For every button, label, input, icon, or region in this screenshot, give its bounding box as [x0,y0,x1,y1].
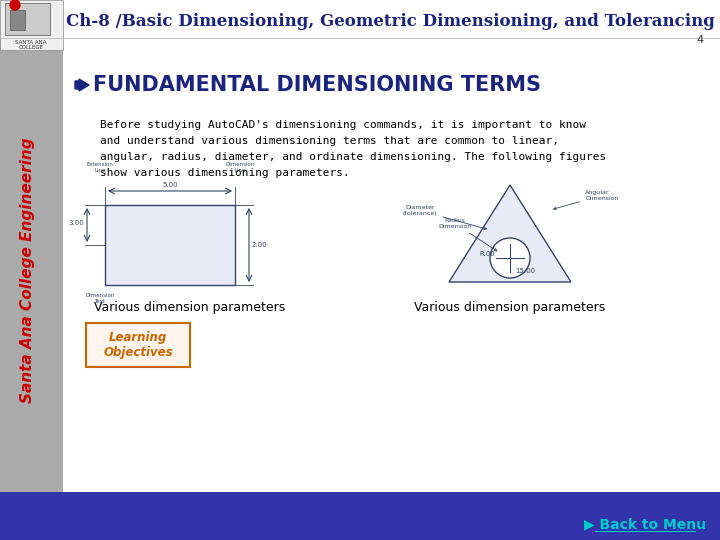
Text: 3.00: 3.00 [68,220,84,226]
Text: show various dimensioning parameters.: show various dimensioning parameters. [100,168,350,178]
Text: Radius
Dimension: Radius Dimension [438,218,497,251]
Bar [105,205,235,285]
Text: Various dimension parameters: Various dimension parameters [94,301,286,314]
FancyArrow shape [75,79,89,91]
Bar [5,3,50,35]
Bar [10,10,25,30]
Circle shape [490,238,530,278]
Text: Ch-8 /Basic Dimensioning, Geometric Dimensioning, and Tolerancing: Ch-8 /Basic Dimensioning, Geometric Dime… [66,14,714,30]
FancyBboxPatch shape [86,323,190,367]
Text: Angular
Dimension: Angular Dimension [554,190,618,210]
Text: FUNDAMENTAL DIMENSIONING TERMS: FUNDAMENTAL DIMENSIONING TERMS [93,75,541,95]
Text: R.00: R.00 [480,251,495,257]
Text: Various dimension parameters: Various dimension parameters [415,301,606,314]
Text: angular, radius, diameter, and ordinate dimensioning. The following figures: angular, radius, diameter, and ordinate … [100,152,606,162]
Text: ▶ Back to Menu: ▶ Back to Menu [584,517,706,531]
Text: SANTA ANA
COLLEGE: SANTA ANA COLLEGE [15,39,47,50]
Text: Before studying AutoCAD's dimensioning commands, it is important to know: Before studying AutoCAD's dimensioning c… [100,120,586,130]
Text: Learning
Objectives: Learning Objectives [103,331,173,359]
Bar [0,0,63,50]
Text: Santa Ana College Engineering: Santa Ana College Engineering [20,137,35,403]
Text: 4: 4 [696,35,703,45]
Text: Dimension
Line: Dimension Line [225,162,255,173]
Text: and understand various dimensioning terms that are common to linear,: and understand various dimensioning term… [100,136,559,146]
Circle shape [10,0,20,10]
Text: 15.00: 15.00 [515,268,535,274]
Text: Extension
Line: Extension Line [86,162,114,173]
Text: 2.00: 2.00 [252,242,268,248]
Polygon shape [449,185,571,282]
Bar [0,38,63,492]
Text: Diameter
(tolerance): Diameter (tolerance) [402,205,487,229]
Text: Dimension
Text: Dimension Text [85,293,114,304]
Bar [0,492,720,540]
Text: 5.00: 5.00 [162,182,178,188]
